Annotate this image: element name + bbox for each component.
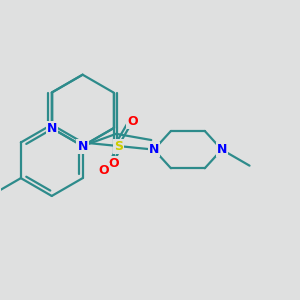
- Text: S: S: [114, 140, 123, 152]
- Text: N: N: [149, 143, 159, 156]
- Text: N: N: [46, 122, 57, 135]
- Text: O: O: [127, 115, 138, 128]
- Text: N: N: [77, 140, 88, 152]
- Text: O: O: [108, 158, 119, 170]
- Text: N: N: [217, 143, 227, 156]
- Text: O: O: [99, 164, 109, 177]
